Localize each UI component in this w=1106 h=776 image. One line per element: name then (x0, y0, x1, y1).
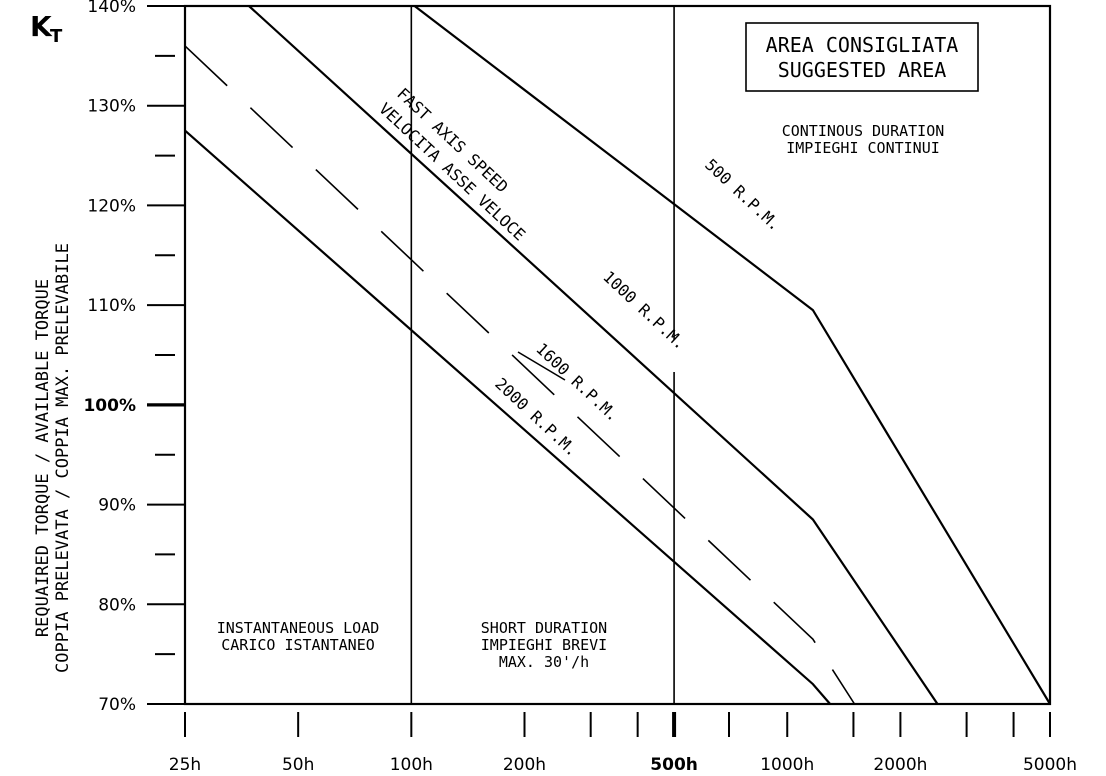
axes: 140% 130% 120% 110% 100% 90% 80% 70% 25h 50h 100h 2… (83, 0, 1077, 775)
curves (184, 5, 1051, 705)
labels: 500 R.P.M.1000 R.P.M.1600 R.P.M.2000 R.P… (30, 10, 979, 673)
curve-label-2000-rpm: 2000 R.P.M. (491, 374, 581, 460)
curve-label-underline (517, 351, 566, 381)
short-duration-label-line: IMPIEGHI BREVI (481, 636, 607, 654)
suggested-area-box (745, 22, 979, 92)
curve-label-1000-rpm: 1000 R.P.M. (599, 267, 689, 353)
x-tick-label: 500h (650, 755, 698, 775)
curve-2000-rpm (184, 129, 831, 705)
y-tick-label: 80% (98, 595, 136, 615)
y-tick-label: 100% (83, 396, 136, 416)
continuous-duration-label-line: IMPIEGHI CONTINUI (786, 139, 940, 157)
y-tick-label: 120% (87, 196, 136, 216)
x-tick-label: 25h (169, 755, 201, 775)
x-tick-label: 1000h (760, 755, 814, 775)
x-tick-label: 100h (390, 755, 433, 775)
y-tick-label: 130% (87, 97, 136, 117)
continuous-duration-label-line: CONTINOUS DURATION (782, 122, 945, 140)
short-duration-label-line: SHORT DURATION (481, 619, 607, 637)
y-tick-label: 90% (98, 496, 136, 516)
curve-1000-rpm (248, 5, 939, 705)
y-axis-title-line: REQUAIRED TORQUE / AVAILABLE TORQUE (33, 279, 53, 637)
x-tick-label: 5000h (1023, 755, 1077, 775)
x-tick-label: 50h (282, 755, 314, 775)
y-tick-label: 110% (87, 296, 136, 316)
plot-frame (183, 4, 1052, 706)
suggested-area-label-line: SUGGESTED AREA (778, 58, 947, 82)
short-duration-label-line: MAX. 30'/h (499, 653, 589, 671)
suggested-area-label-line: AREA CONSIGLIATA (766, 33, 959, 57)
kt-symbol: K (30, 10, 53, 43)
y-axis-title-line: COPPIA PRELEVATA / COPPIA MAX. PRELEVABI… (53, 243, 73, 673)
y-tick-label: 140% (87, 0, 136, 17)
instantaneous-load-label-line: INSTANTANEOUS LOAD (217, 619, 380, 637)
fast-axis-label-it: VELOCITA ASSE VELOCE (375, 99, 529, 244)
kt-subscript: T (50, 26, 63, 47)
curve-1600-rpm (184, 45, 856, 705)
curve-label-500-rpm: 500 R.P.M. (701, 155, 784, 235)
y-tick-label: 70% (98, 695, 136, 715)
x-tick-label: 200h (503, 755, 546, 775)
x-tick-label: 2000h (873, 755, 927, 775)
instantaneous-load-label-line: CARICO ISTANTANEO (221, 636, 375, 654)
curve-500-rpm (413, 5, 1051, 705)
